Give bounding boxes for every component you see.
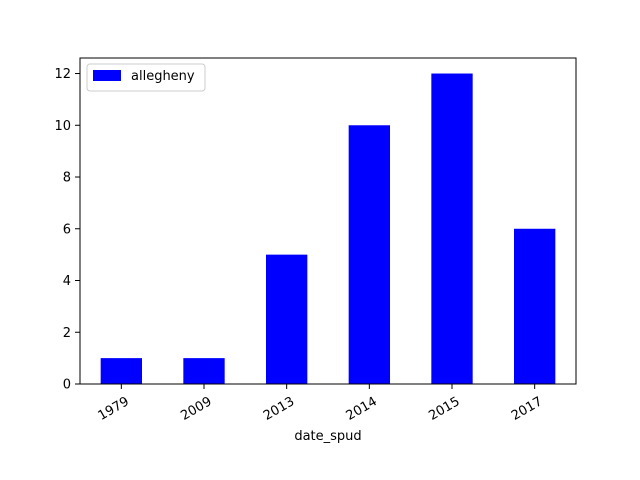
bar-2013: [266, 254, 308, 384]
y-tick-label-2: 2: [63, 326, 71, 341]
plot-frame: [79, 57, 577, 385]
y-tick-label-8: 8: [63, 171, 71, 186]
y-tick-label-12: 12: [54, 67, 71, 82]
y-tick-label-0: 0: [63, 378, 71, 393]
y-axis: 0 2 4 6 8 10 12: [54, 67, 80, 393]
bars-group: [100, 73, 556, 385]
bar-1979: [100, 358, 142, 384]
legend: allegheny: [86, 63, 206, 92]
y-tick-label-10: 10: [54, 119, 71, 134]
y-tick-label-4: 4: [63, 274, 71, 289]
legend-swatch: [93, 70, 121, 81]
bar-2017: [514, 228, 556, 384]
x-axis-label: date_spud: [294, 429, 361, 444]
legend-entry-allegheny: allegheny: [131, 69, 195, 84]
y-tick-label-6: 6: [63, 222, 71, 237]
bar-2015: [431, 73, 473, 385]
bar-2014: [348, 125, 390, 385]
bar-2009: [183, 358, 225, 384]
